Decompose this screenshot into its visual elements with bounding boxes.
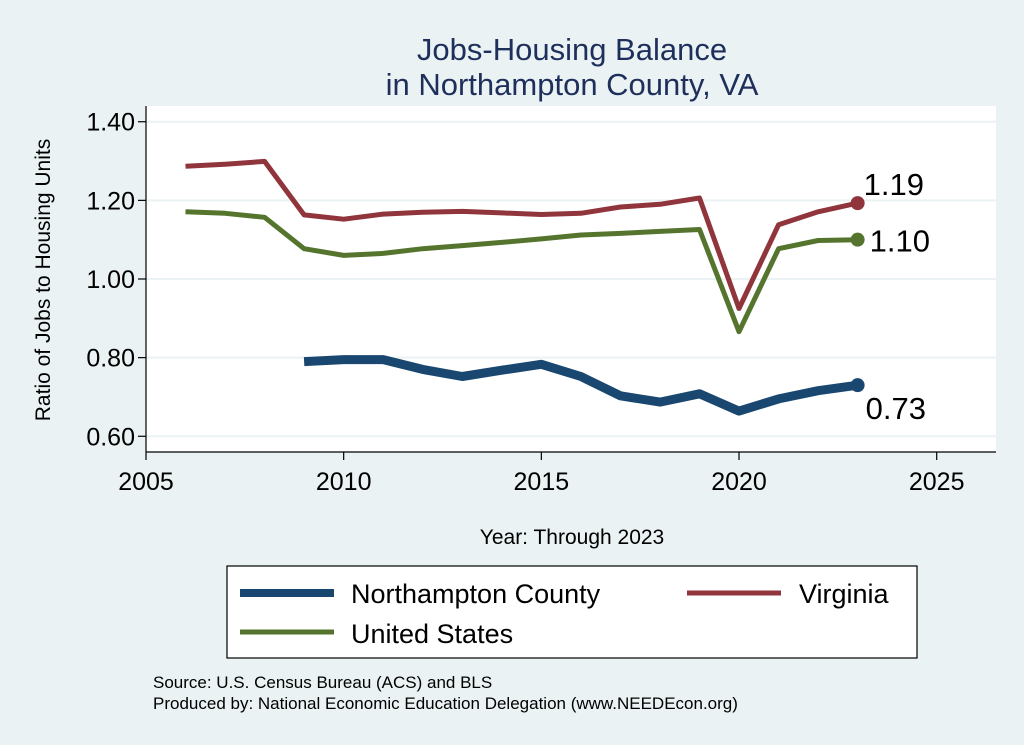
x-tick-label: 2005 <box>118 468 174 496</box>
series-line-northampton-county <box>303 355 859 416</box>
source-note: Source: U.S. Census Bureau (ACS) and BLS <box>153 673 492 692</box>
legend-label-northampton: Northampton County <box>351 579 601 609</box>
legend-label-virginia: Virginia <box>799 579 890 609</box>
axes: 0.60 0.80 1.00 1.20 1.40 2005 2010 2015 2020 2025 <box>86 106 996 496</box>
x-axis-label: Year: Through 2023 <box>480 526 665 549</box>
y-tick-label: 1.00 <box>86 266 135 294</box>
series-line-united-states <box>185 209 858 335</box>
series-lines <box>185 158 865 416</box>
legend-label-united-states: United States <box>351 619 513 649</box>
end-labels: 1.19 1.10 0.73 <box>864 167 930 426</box>
y-tick-label: 0.60 <box>86 423 135 451</box>
x-tick-label: 2025 <box>909 468 965 496</box>
x-tick-label: 2010 <box>316 468 372 496</box>
series-endpoint-marker <box>850 232 865 247</box>
chart-title-line-1: Jobs-Housing Balance <box>417 32 727 67</box>
series-end-label: 0.73 <box>866 391 926 426</box>
chart-title-line-2: in Northampton County, VA <box>386 67 759 102</box>
series-endpoint-marker <box>850 196 865 211</box>
y-tick-label: 0.80 <box>86 345 135 373</box>
x-tick-label: 2015 <box>514 468 570 496</box>
y-axis-label: Ratio of Jobs to Housing Units <box>32 139 55 421</box>
legend-box <box>226 565 918 659</box>
y-tick-label: 1.40 <box>86 109 135 137</box>
series-end-label: 1.10 <box>870 224 930 259</box>
grid-lines <box>146 120 996 438</box>
series-line-virginia <box>185 158 859 311</box>
producer-note: Produced by: National Economic Education… <box>153 694 738 713</box>
y-tick-label: 1.20 <box>86 187 135 215</box>
series-end-label: 1.19 <box>864 167 924 202</box>
legend: Northampton County Virginia United State… <box>226 565 918 659</box>
series-endpoint-marker <box>850 378 865 393</box>
x-tick-label: 2020 <box>711 468 767 496</box>
